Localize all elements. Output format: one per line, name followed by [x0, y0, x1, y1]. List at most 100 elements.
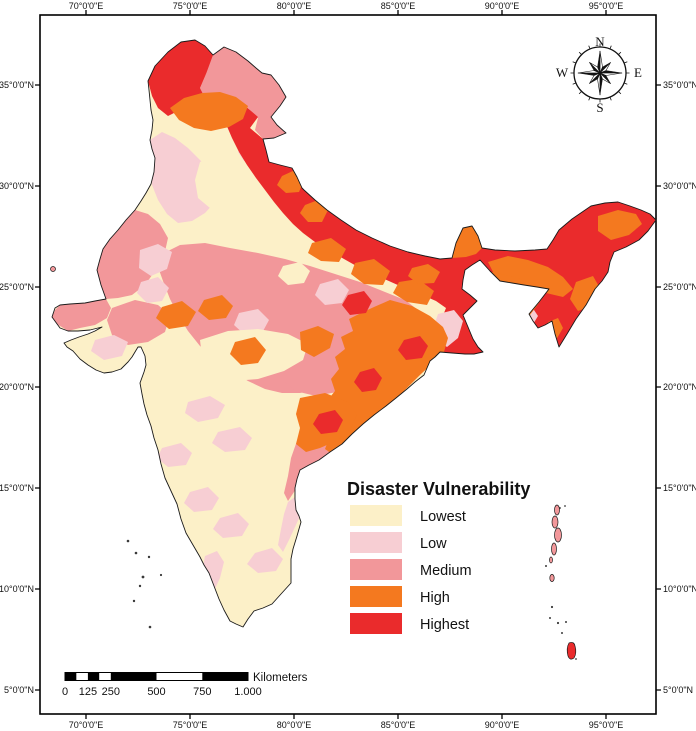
region-low-karnataka-1	[184, 487, 219, 512]
scale-segment	[99, 672, 111, 681]
axis-label: 35°0'0"N	[663, 80, 696, 90]
scale-bar: 0 125 250 500 750 1.000 Kilometers	[62, 672, 308, 698]
axis-label: 30°0'0"N	[663, 181, 696, 191]
andaman-island	[554, 504, 560, 516]
andaman-island	[549, 556, 553, 564]
legend-swatch-low	[350, 532, 402, 553]
compass-letter-e: E	[634, 65, 642, 80]
axis-label: 85°0'0"E	[381, 1, 416, 11]
region-low-up	[315, 279, 349, 305]
axis-label: 20°0'0"N	[663, 382, 696, 392]
compass-ring	[573, 46, 627, 100]
region-high-west-mp	[300, 326, 334, 357]
island-dot	[565, 621, 567, 623]
legend-item-low: Low	[350, 532, 447, 553]
region-low-maharashtra-2	[212, 427, 252, 452]
scale-unit-label: Kilometers	[253, 672, 308, 684]
region-low-saurashtra	[91, 335, 128, 360]
longitude-labels-top: 70°0'0"E 75°0'0"E 80°0'0"E 85°0'0"E 90°0…	[69, 1, 624, 11]
scale-bar-frame	[64, 672, 249, 681]
region-low-east-rajasthan-2	[137, 277, 169, 303]
right-ticks	[656, 84, 661, 691]
region-medium-west-rajasthan	[97, 210, 168, 299]
axis-label: 95°0'0"E	[589, 720, 624, 730]
axis-label: 95°0'0"E	[589, 1, 624, 11]
region-high-up-1	[308, 238, 346, 262]
scale-segment	[202, 672, 248, 681]
region-high-bihar-patch	[408, 264, 440, 284]
legend-label: Lowest	[420, 509, 466, 525]
island-dot	[545, 565, 547, 567]
latitude-labels-left: 35°0'0"N 30°0'0"N 25°0'0"N 20°0'0"N 15°0…	[0, 80, 34, 695]
island-dot	[561, 632, 563, 634]
bottom-ticks	[85, 714, 607, 719]
scale-tick-label: 250	[102, 686, 120, 698]
legend-swatch-highest	[350, 613, 402, 634]
axis-label: 85°0'0"E	[381, 720, 416, 730]
scale-tick-label: 750	[193, 686, 211, 698]
region-high-assam-valley	[488, 256, 573, 297]
island-dot	[134, 551, 138, 555]
compass-letter-n: N	[595, 34, 605, 49]
region-low-east-rajasthan-1	[139, 244, 172, 276]
andaman-island	[549, 574, 555, 582]
island-dot	[575, 658, 577, 660]
region-highest-patch-1	[342, 291, 372, 315]
region-low-karnataka-2	[213, 513, 249, 538]
region-lowest-doab	[278, 262, 310, 285]
nicobar-island-highest	[566, 642, 577, 660]
region-low-maharashtra-1	[185, 396, 225, 422]
scale-tick-label: 500	[147, 686, 165, 698]
scale-tick-label: 1.000	[234, 686, 262, 698]
region-lowest-punjab	[195, 155, 241, 208]
compass-star-black	[577, 50, 623, 96]
axis-label: 80°0'0"E	[277, 720, 312, 730]
region-low-konkan	[157, 443, 192, 467]
axis-label: 5°0'0"N	[663, 685, 693, 695]
legend-label: Highest	[420, 617, 469, 633]
scale-segment	[65, 672, 77, 681]
latitude-labels-right: 35°0'0"N 30°0'0"N 25°0'0"N 20°0'0"N 15°0…	[663, 80, 696, 695]
region-highest-patch-2	[398, 336, 428, 360]
axis-label: 25°0'0"N	[663, 282, 696, 292]
neatline	[39, 14, 657, 715]
lakshadweep-islands	[126, 539, 163, 629]
axis-label: 90°0'0"E	[485, 1, 520, 11]
region-high-mp-malwa	[230, 337, 266, 365]
india-outline	[51, 39, 657, 628]
andaman-island	[554, 527, 562, 543]
region-low-mp	[234, 309, 269, 335]
longitude-labels-bottom: 70°0'0"E 75°0'0"E 80°0'0"E 85°0'0"E 90°0…	[69, 720, 624, 730]
andaman-island	[551, 515, 559, 529]
legend-swatch-lowest	[350, 505, 402, 526]
region-high-arunachal-east	[598, 210, 642, 240]
region-low-tamilnadu	[247, 548, 283, 573]
small-region-speck	[50, 266, 56, 272]
axis-label: 15°0'0"N	[0, 483, 34, 493]
axis-label: 80°0'0"E	[277, 1, 312, 11]
island-dot	[550, 605, 554, 609]
scale-tick-label: 125	[79, 686, 97, 698]
region-medium-kutch	[52, 299, 111, 331]
axis-label: 15°0'0"N	[663, 483, 696, 493]
region-high-sikkim	[452, 226, 482, 258]
scale-segment	[156, 672, 203, 681]
axis-label: 5°0'0"N	[4, 685, 34, 695]
region-high-up-2	[351, 259, 390, 285]
axis-label: 70°0'0"E	[69, 1, 104, 11]
region-high-se-rajasthan-2	[198, 295, 233, 320]
legend: Disaster Vulnerability Lowest Low Medium…	[347, 479, 530, 634]
india-choropleth	[52, 40, 656, 627]
legend-item-high: High	[350, 586, 450, 607]
axis-label: 75°0'0"E	[173, 1, 208, 11]
axis-label: 10°0'0"N	[0, 584, 34, 594]
legend-label: Medium	[420, 563, 472, 579]
axis-label: 75°0'0"E	[173, 720, 208, 730]
region-high-se-rajasthan-1	[156, 301, 196, 329]
compass-ring-ticks	[570, 43, 630, 103]
legend-item-lowest: Lowest	[350, 505, 466, 526]
compass-letter-s: S	[596, 100, 603, 115]
legend-swatch-high	[350, 586, 402, 607]
